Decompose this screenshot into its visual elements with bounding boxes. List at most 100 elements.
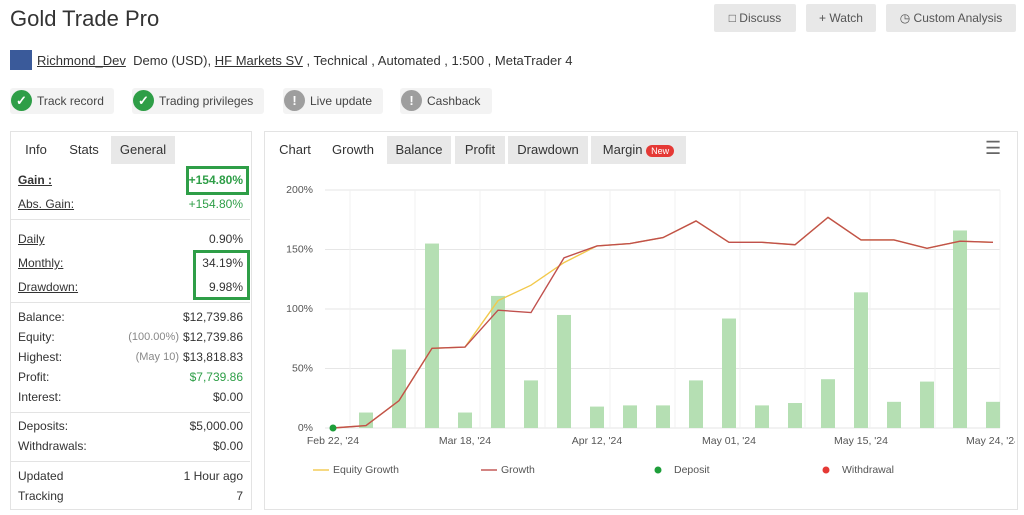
bar bbox=[920, 381, 934, 428]
account-line: Richmond_Dev Demo (USD), HF Markets SV ,… bbox=[37, 53, 572, 68]
tab[interactable]: Growth bbox=[332, 142, 374, 157]
legend-label: Withdrawal bbox=[842, 464, 894, 476]
stat-label: Daily bbox=[18, 232, 45, 246]
user-link[interactable]: Richmond_Dev bbox=[37, 53, 126, 68]
stat-label: Gain : bbox=[18, 173, 53, 187]
stat-note: (May 10) bbox=[135, 351, 179, 363]
stat-value: $0.00 bbox=[212, 390, 243, 404]
tab-label: Margin bbox=[602, 142, 643, 157]
broker-link[interactable]: HF Markets SV bbox=[214, 53, 303, 68]
separator bbox=[11, 219, 250, 220]
tab[interactable]: Stats bbox=[69, 142, 99, 157]
stat-label: Balance: bbox=[18, 310, 65, 324]
bar bbox=[557, 314, 571, 428]
tab[interactable]: Margin New bbox=[591, 136, 686, 164]
stat-value: 7 bbox=[236, 489, 243, 503]
legend-swatch bbox=[654, 466, 662, 474]
badge: ! Live update bbox=[283, 88, 383, 114]
bar bbox=[755, 405, 769, 428]
stats-panel bbox=[10, 131, 252, 510]
badge-label: Trading privileges bbox=[159, 94, 254, 108]
point bbox=[329, 424, 337, 432]
info-icon: ! bbox=[284, 90, 305, 111]
tab[interactable]: Profit bbox=[455, 136, 505, 164]
bar bbox=[722, 318, 736, 428]
stat-label: Drawdown: bbox=[18, 280, 79, 294]
bar bbox=[788, 403, 802, 428]
account-details: , Technical , Automated , 1:500 , MetaTr… bbox=[306, 53, 573, 68]
bar bbox=[821, 379, 835, 428]
button-label: Watch bbox=[829, 11, 863, 25]
settings-icon[interactable]: ☰ bbox=[985, 138, 1002, 158]
new-badge: New bbox=[646, 145, 675, 157]
badge-label: Cashback bbox=[427, 94, 481, 108]
badge-label: Live update bbox=[310, 94, 373, 108]
legend-swatch bbox=[822, 466, 830, 474]
line bbox=[332, 216, 994, 429]
stat-value: 9.98% bbox=[208, 280, 243, 294]
chart: 0% 50% 100% 150% 200% Feb 22, '24 Mar 18, '24 A… bbox=[286, 184, 1015, 476]
stat-value: +154.80% bbox=[188, 173, 243, 187]
bar bbox=[590, 406, 604, 428]
avatar bbox=[10, 50, 32, 70]
badge: ✓ Track record bbox=[10, 88, 114, 114]
stat-value: $12,739.86 bbox=[182, 310, 243, 324]
bar bbox=[623, 405, 637, 428]
bar bbox=[425, 243, 439, 428]
separator bbox=[11, 412, 250, 413]
info-icon: ! bbox=[401, 90, 422, 111]
x-tick-label: May 01, '24 bbox=[702, 435, 756, 447]
bar bbox=[854, 292, 868, 428]
x-tick-label: Feb 22, '24 bbox=[307, 435, 359, 447]
stat-note: (100.00%) bbox=[128, 331, 179, 343]
bar bbox=[524, 380, 538, 428]
bar bbox=[491, 295, 505, 428]
stat-value: 1 Hour ago bbox=[183, 469, 243, 483]
stat-label: Profit: bbox=[18, 370, 50, 384]
stat-value: 0.90% bbox=[208, 232, 243, 246]
tab[interactable]: Balance bbox=[387, 136, 451, 164]
stat-label: Abs. Gain: bbox=[18, 197, 75, 211]
badge: ✓ Trading privileges bbox=[132, 88, 264, 114]
bar bbox=[986, 401, 1000, 428]
stat-value: $12,739.86 bbox=[182, 330, 243, 344]
y-tick-label: 50% bbox=[292, 362, 313, 374]
y-tick-label: 0% bbox=[298, 422, 313, 434]
stat-value: $7,739.86 bbox=[189, 370, 243, 384]
watch-button[interactable]: + Watch bbox=[806, 4, 876, 32]
stat-label: Equity: bbox=[18, 330, 55, 344]
tab[interactable]: Drawdown bbox=[508, 136, 588, 164]
stat-label: Interest: bbox=[18, 390, 62, 404]
custom-analysis-button[interactable]: ◷ Custom Analysis bbox=[886, 4, 1016, 32]
stat-label: Tracking bbox=[18, 489, 64, 503]
y-tick-label: 100% bbox=[286, 303, 313, 315]
discuss-button[interactable]: □ Discuss bbox=[714, 4, 796, 32]
stat-value: +154.80% bbox=[188, 197, 243, 211]
y-tick-label: 200% bbox=[286, 184, 313, 196]
button-label: Custom Analysis bbox=[913, 11, 1003, 25]
tab[interactable]: Info bbox=[25, 142, 47, 157]
highlight-box bbox=[193, 250, 250, 300]
x-tick-label: May 15, '24 bbox=[834, 435, 888, 447]
bar bbox=[458, 412, 472, 428]
tab[interactable]: Chart bbox=[279, 142, 311, 157]
separator bbox=[11, 302, 250, 303]
bar bbox=[689, 380, 703, 428]
bar bbox=[887, 401, 901, 428]
check-icon: ✓ bbox=[11, 90, 32, 111]
stat-value: 34.19% bbox=[202, 256, 243, 270]
stat-value: $5,000.00 bbox=[189, 419, 243, 433]
stat-value: $0.00 bbox=[212, 439, 243, 453]
y-tick-label: 150% bbox=[286, 243, 313, 255]
bar bbox=[656, 405, 670, 428]
stat-label: Monthly: bbox=[18, 256, 64, 270]
legend-label: Deposit bbox=[674, 464, 710, 476]
separator bbox=[11, 461, 250, 462]
account-type: Demo (USD), bbox=[133, 53, 212, 68]
tab[interactable]: General bbox=[111, 136, 175, 164]
legend-label: Growth bbox=[501, 464, 535, 476]
x-tick-label: Apr 12, '24 bbox=[572, 435, 623, 447]
bar bbox=[953, 230, 967, 428]
chart-panel bbox=[264, 131, 1018, 510]
